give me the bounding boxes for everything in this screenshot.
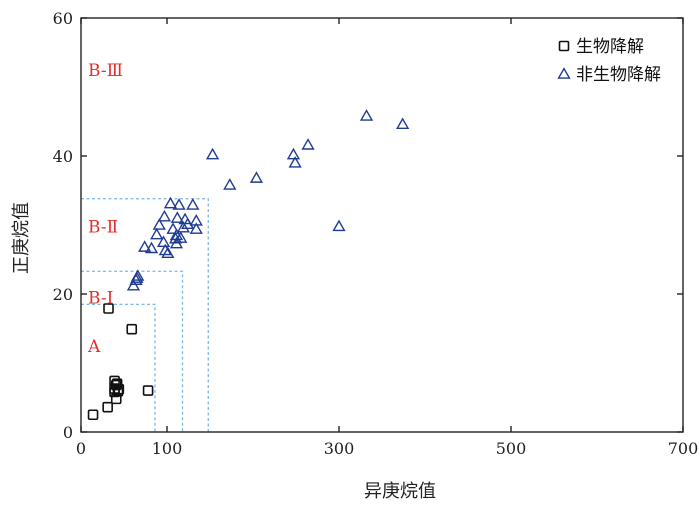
biodegraded-point: [103, 303, 114, 314]
non-biodegraded-point: [205, 147, 220, 160]
zone-boundary: [81, 198, 209, 432]
y-tick-label: 40: [53, 147, 73, 166]
x-tick-label: 300: [324, 439, 355, 458]
zone-boundary: [81, 303, 156, 432]
y-tick-label: 60: [53, 9, 73, 28]
non-biodegraded-point: [152, 218, 166, 230]
y-tick-label: 20: [53, 285, 73, 304]
non-biodegraded-point: [223, 178, 237, 190]
non-biodegraded-point: [186, 198, 200, 210]
non-biodegraded-point: [288, 156, 302, 168]
non-biodegraded-point: [332, 219, 346, 232]
y-tick-label: 0: [63, 423, 73, 442]
x-tick-label: 700: [668, 439, 699, 458]
non-biodegraded-point: [169, 228, 184, 241]
legend-entry-label: 非生物降解: [576, 65, 661, 85]
non-biodegraded-point: [138, 240, 152, 252]
x-axis-label: 异庚烷值: [364, 481, 436, 502]
zone-label: A: [87, 337, 101, 357]
y-axis-label: 正庚烷值: [11, 202, 32, 274]
non-biodegraded-point: [126, 278, 141, 291]
non-biodegraded-point: [169, 236, 184, 249]
non-biodegraded-point: [249, 171, 264, 183]
non-biodegraded-point: [156, 235, 171, 248]
zone-boundary: [81, 270, 184, 432]
zone-label: B-Ⅱ: [88, 217, 118, 237]
biodegraded-point: [87, 409, 99, 421]
legend-square-icon: [558, 40, 570, 52]
biodegraded-point: [113, 383, 125, 395]
non-biodegraded-point: [163, 196, 178, 209]
zone-labels: A B-Ⅰ B-Ⅱ B-Ⅲ: [87, 61, 123, 357]
legend-entry-label: 生物降解: [576, 37, 644, 57]
zone-label: B-Ⅰ: [88, 288, 113, 308]
non-biodegraded-point: [166, 222, 180, 234]
biodegraded-point: [102, 401, 113, 413]
non-biodegraded-point: [301, 138, 315, 150]
non-biodegraded-point: [158, 243, 172, 256]
non-biodegraded-point: [144, 241, 159, 254]
non-biodegraded-point: [189, 222, 203, 234]
biodegraded-point: [112, 385, 124, 397]
non-biodegraded-point: [286, 147, 301, 160]
non-biodegraded-point: [174, 231, 188, 243]
non-biodegraded-point: [130, 271, 144, 283]
x-tick-label: 100: [152, 439, 183, 458]
data-points: [87, 109, 410, 421]
non-biodegraded-point: [150, 227, 164, 240]
biodegraded-point: [126, 323, 138, 335]
plot-frame: [80, 17, 684, 433]
non-biodegraded-point: [161, 246, 175, 259]
non-biodegraded-point: [176, 220, 190, 233]
zone-label: B-Ⅲ: [88, 61, 123, 81]
axis-ticks: 0 100 300 500 700 0 20 40 60: [53, 9, 699, 458]
x-tick-label: 0: [76, 439, 86, 458]
non-biodegraded-point: [181, 217, 195, 230]
plot-border: [80, 17, 684, 433]
non-biodegraded-point: [359, 109, 374, 121]
x-tick-label: 500: [496, 439, 527, 458]
non-biodegraded-point: [172, 198, 186, 210]
biodegraded-point: [142, 385, 154, 396]
non-biodegraded-point: [157, 209, 172, 222]
legend-triangle-icon: [557, 67, 571, 79]
biodegraded-point: [111, 378, 123, 390]
non-biodegraded-point: [396, 117, 410, 130]
non-biodegraded-point: [170, 211, 184, 223]
